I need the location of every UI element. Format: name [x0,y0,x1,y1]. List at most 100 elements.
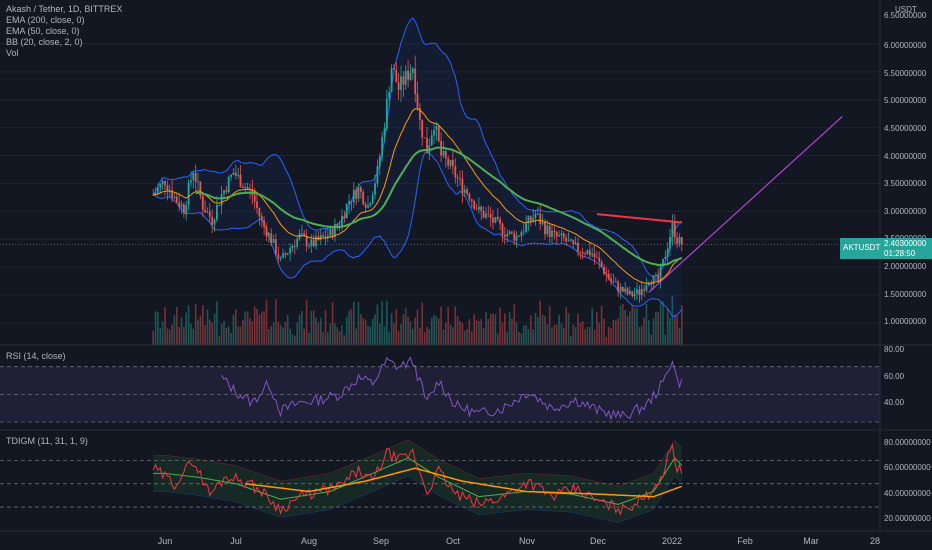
candle-body [409,72,412,80]
candle-body [388,92,391,99]
time-tick: Feb [737,536,753,546]
candle-body [367,205,369,208]
currency-label[interactable]: USDT [895,5,917,14]
volume-bar [414,317,416,345]
candle-body [662,258,664,267]
candle-body [603,266,605,274]
tdigm-tick: 60.00000000 [884,463,931,472]
volume-bar [400,324,402,345]
volume-bar [246,311,249,345]
volume-bar [638,326,641,345]
legend-vol[interactable]: Vol [6,48,19,58]
candle-body [293,246,296,247]
candle-body [204,209,206,213]
tdigm-pane[interactable] [0,439,880,523]
price-tag-value: 2.40300000 [884,239,927,248]
candle-body [190,180,192,183]
candle-body [390,68,393,93]
volume-bar [506,332,508,345]
candle-body [607,274,610,279]
volume-bar [204,325,206,345]
volume-bar [650,334,652,345]
tdigm-legend[interactable]: TDIGM (11, 31, 1, 9) [6,436,88,446]
candle-body [503,234,506,237]
volume-bar [157,311,159,345]
volume-bar [185,312,187,345]
candle-body [237,174,240,176]
candle-body [355,189,358,199]
volume-bar [501,322,504,345]
candle-body [402,76,405,85]
candle-body [180,204,183,207]
candle-body [286,253,289,255]
volume-bar [202,305,204,345]
candle-body [374,183,376,195]
volume-bar [268,329,270,345]
candle-body [560,233,563,236]
candle-body [185,205,188,214]
candle-body [310,239,313,246]
volume-bar [407,316,409,345]
price-tick: 3.00000000 [884,207,927,216]
legend-ema50[interactable]: EMA (50, close, 0) [6,26,80,36]
candle-body [341,215,343,226]
volume-bar [520,333,523,345]
volume-bar [329,323,331,345]
volume-bar [584,329,586,345]
volume-bar [244,311,246,345]
rsi-band-fill [0,366,880,423]
candle-body [362,191,365,205]
candle-body [352,189,355,203]
volume-bar [218,336,221,345]
candle-body [213,219,216,225]
main-legend[interactable]: Akash / Tether, 1D, BITTREX EMA (200, cl… [6,4,122,59]
volume-bar [360,314,362,345]
candle-body [277,254,280,259]
volume-bar [209,319,211,345]
candle-body [322,235,324,237]
volume-bar [577,313,579,345]
volume-bar [308,332,310,345]
volume-bar [605,336,608,345]
legend-ema200[interactable]: EMA (200, close, 0) [6,15,85,25]
symbol-title[interactable]: Akash / Tether, 1D, BITTREX [6,4,123,14]
rsi-pane[interactable] [0,356,880,423]
candle-body [216,205,218,220]
volume-bar [213,313,216,345]
candle-body [416,93,419,108]
candle-body [548,225,551,237]
candle-body [643,289,645,291]
candle-body [206,211,209,213]
candle-body [383,128,386,137]
candle-body [459,178,461,180]
resistance-trendline [596,213,682,224]
candle-body [239,174,242,187]
candle-body [567,240,570,242]
volume-bar [589,326,591,345]
volume-bar [603,318,605,345]
volume-bar [478,321,480,345]
candle-body [161,181,164,184]
candle-body [227,177,230,192]
candle-body [289,248,291,254]
volume-bar [487,318,490,345]
candle-body [534,214,537,218]
rsi-legend[interactable]: RSI (14, close) [6,351,66,361]
candle-body [220,194,223,206]
candle-body [652,275,655,285]
volume-bar [681,305,683,345]
candle-body [171,190,173,198]
volume-bar [471,331,473,345]
candle-body [395,69,398,83]
volume-bar [607,326,610,345]
candle-body [454,166,457,178]
candle-body [636,289,638,294]
volume-bar [513,304,516,345]
candle-body [586,250,589,255]
legend-bb[interactable]: BB (20, close, 2, 0) [6,37,83,47]
tdigm-volatility-band [153,439,682,523]
candle-body [506,234,509,237]
candle-body [487,213,490,215]
